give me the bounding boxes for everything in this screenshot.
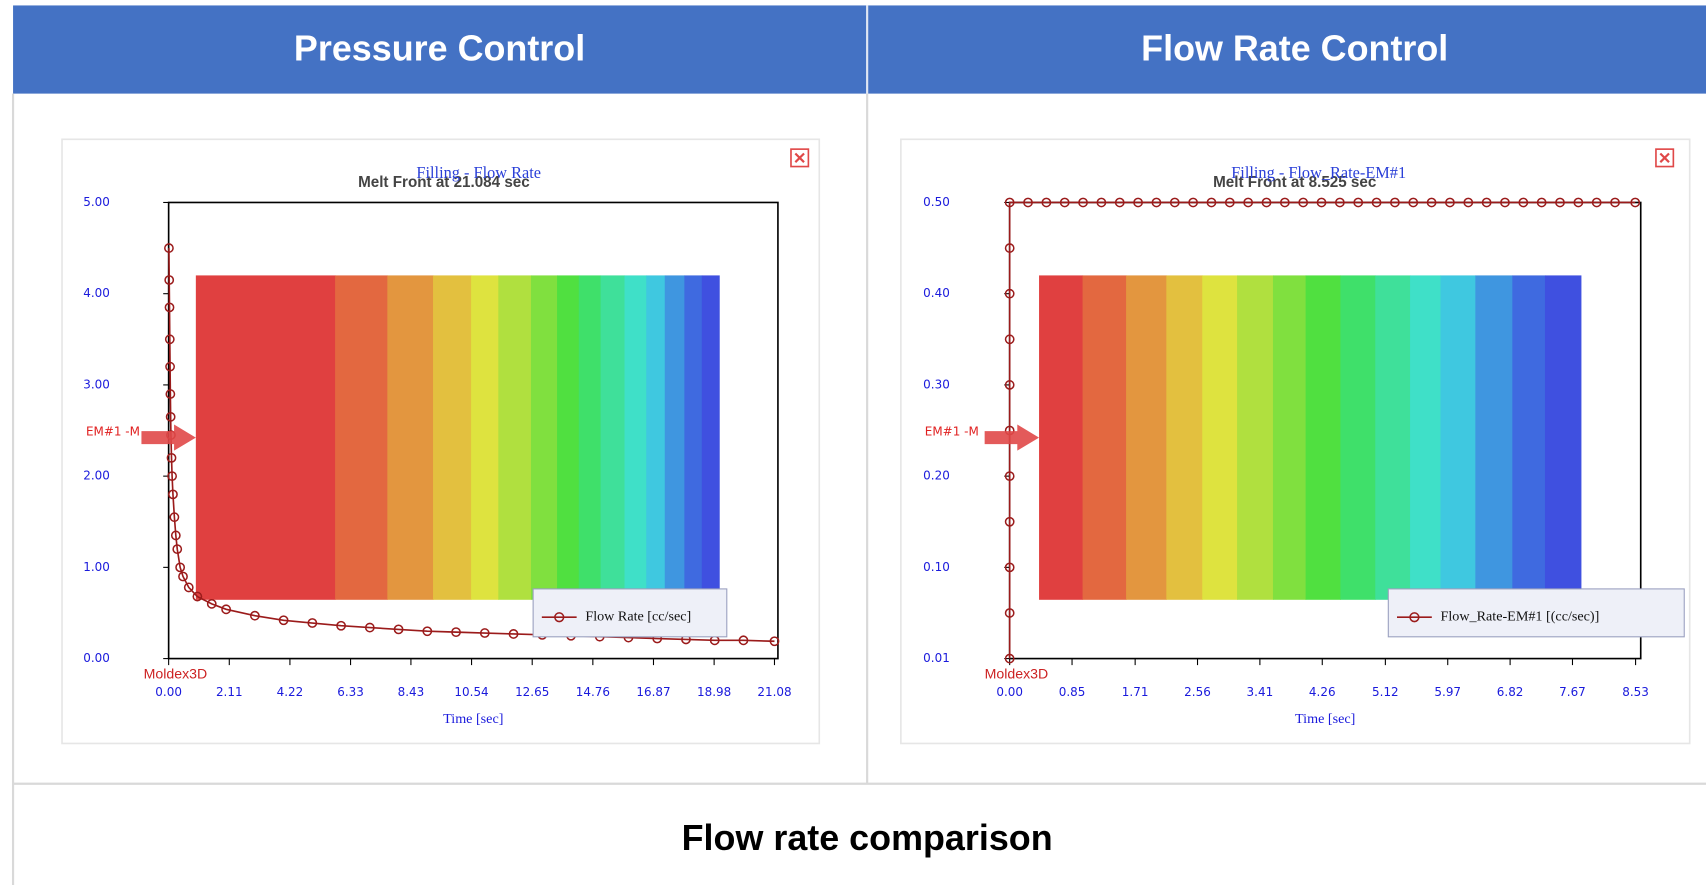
y-tick-label: 0.01: [923, 651, 950, 665]
contour-band: [665, 275, 685, 599]
y-tick-label: 1.00: [83, 560, 110, 574]
y-tick-label: 3.00: [83, 377, 110, 391]
x-tick-label: 14.76: [576, 685, 610, 699]
contour-band: [684, 275, 702, 599]
contour-band: [702, 275, 720, 599]
contour-band: [1237, 275, 1273, 599]
contour-band: [387, 275, 433, 599]
y-tick-label: 0.40: [923, 286, 950, 300]
x-tick-label: 5.97: [1434, 685, 1461, 699]
x-tick-label: 4.26: [1309, 685, 1336, 699]
contour-band: [1306, 275, 1341, 599]
contour-band: [531, 275, 558, 599]
caption: Flow rate comparison: [682, 817, 1053, 858]
x-tick-label: 18.98: [697, 685, 731, 699]
header-row: [13, 5, 1706, 93]
y-tick-label: 0.20: [923, 469, 950, 483]
x-tick-label: 12.65: [515, 685, 549, 699]
screenshot: Pressure Control Flow Rate Control Flow …: [0, 0, 1706, 885]
body: {"table": {"headers": ["Pressure Control…: [0, 0, 1706, 885]
x-tick-label: 10.54: [454, 685, 488, 699]
contour-band: [1441, 275, 1476, 599]
y-tick-label: 5.00: [83, 195, 110, 209]
x-tick-label: 6.82: [1497, 685, 1524, 699]
x-axis-label: Time [sec]: [443, 711, 503, 727]
x-axis-label: Time [sec]: [1295, 711, 1355, 727]
contour-band: [601, 275, 625, 599]
y-tick-label: 4.00: [83, 286, 110, 300]
inlet-label: EM#1 -M: [925, 425, 979, 439]
contour-band: [1273, 275, 1306, 599]
logo: Moldex3D: [985, 666, 1049, 682]
contour-band: [1375, 275, 1410, 599]
y-tick-label: 0.30: [923, 377, 950, 391]
x-tick-label: 2.11: [216, 685, 243, 699]
y-tick-label: 0.00: [83, 651, 110, 665]
contour-band: [1166, 275, 1202, 599]
x-tick-label: 2.56: [1184, 685, 1211, 699]
legend-label: Flow_Rate-EM#1 [(cc/sec)]: [1441, 608, 1600, 624]
contour-band: [1126, 275, 1167, 599]
x-tick-label: 3.41: [1247, 685, 1274, 699]
contour-band: [1475, 275, 1513, 599]
x-tick-label: 16.87: [636, 685, 670, 699]
x-tick-label: 0.85: [1059, 685, 1086, 699]
page: html, body { margin: 0; padding: 0; widt…: [0, 0, 1706, 885]
column-header: Pressure Control: [294, 28, 585, 69]
contour-band: [1410, 275, 1441, 599]
inlet-label: EM#1 -M: [86, 425, 140, 439]
x-tick-label: 8.43: [398, 685, 425, 699]
x-tick-label: 7.67: [1559, 685, 1586, 699]
contour-band: [498, 275, 531, 599]
x-tick-label: 6.33: [337, 685, 364, 699]
contour-band: [625, 275, 647, 599]
contour-band: [579, 275, 601, 599]
logo: Moldex3D: [144, 666, 208, 682]
contour-band: [196, 275, 336, 599]
x-tick-label: 0.00: [996, 685, 1023, 699]
contour-band: [1512, 275, 1545, 599]
y-tick-label: 0.10: [923, 560, 950, 574]
x-tick-label: 1.71: [1122, 685, 1149, 699]
contour-band: [1083, 275, 1127, 599]
contour-band: [1545, 275, 1581, 599]
x-tick-label: 4.22: [277, 685, 304, 699]
contour-band: [1202, 275, 1237, 599]
column-header: Flow Rate Control: [1141, 28, 1448, 69]
legend-label: Flow Rate [cc/sec]: [585, 608, 691, 624]
contour-band: [335, 275, 388, 599]
x-tick-label: 0.00: [155, 685, 182, 699]
x-tick-label: 5.12: [1372, 685, 1399, 699]
y-tick-label: 0.50: [923, 195, 950, 209]
x-tick-label: 21.08: [757, 685, 791, 699]
contour-band: [557, 275, 579, 599]
x-tick-label: 8.53: [1622, 685, 1649, 699]
contour-band: [646, 275, 665, 599]
y-tick-label: 2.00: [83, 469, 110, 483]
contour-band: [1039, 275, 1083, 599]
contour-band: [1340, 275, 1375, 599]
contour-band: [433, 275, 472, 599]
chart-title: Filling - Flow_Rate-EM#1: [1231, 163, 1406, 182]
contour-band: [471, 275, 499, 599]
chart-title: Filling - Flow Rate: [416, 163, 541, 182]
